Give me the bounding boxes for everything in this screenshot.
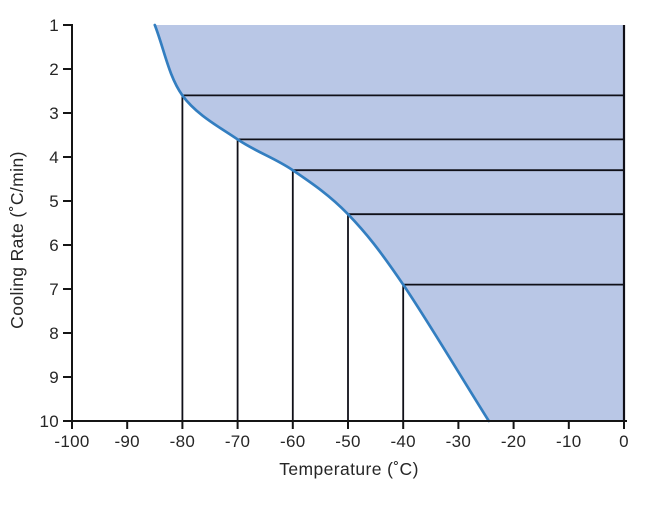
x-tick-label: -100	[54, 432, 89, 451]
x-tick-label: -80	[170, 432, 195, 451]
x-tick-label: -10	[556, 432, 581, 451]
y-tick-label: 7	[49, 280, 59, 299]
x-tick-label: -90	[114, 432, 139, 451]
x-tick-label: -50	[335, 432, 360, 451]
y-tick-label: 3	[49, 104, 59, 123]
y-tick-label: 5	[49, 192, 59, 211]
x-tick-label: -60	[280, 432, 305, 451]
y-tick-label: 1	[49, 16, 59, 35]
x-tick-label: -40	[390, 432, 415, 451]
y-tick-label: 6	[49, 236, 59, 255]
y-tick-label: 9	[49, 368, 59, 387]
x-tick-label: -30	[446, 432, 471, 451]
x-tick-label: -70	[225, 432, 250, 451]
x-tick-label: 0	[619, 432, 629, 451]
critical-region-fill	[154, 25, 625, 421]
x-tick-label: -20	[501, 432, 526, 451]
y-tick-label: 10	[39, 412, 59, 431]
y-tick-label: 2	[49, 60, 59, 79]
plot-area: -100 -90 -80 -70 -60 -50 -40 -30 -20 -10 012345678…	[39, 16, 628, 451]
boundary-curve	[153, 23, 491, 423]
y-axis-title: Cooling Rate (˚C/min)	[7, 151, 27, 329]
x-axis-title: Temperature (˚C)	[279, 459, 419, 479]
y-tick-label: 8	[49, 324, 59, 343]
y-tick-label: 4	[49, 148, 59, 167]
